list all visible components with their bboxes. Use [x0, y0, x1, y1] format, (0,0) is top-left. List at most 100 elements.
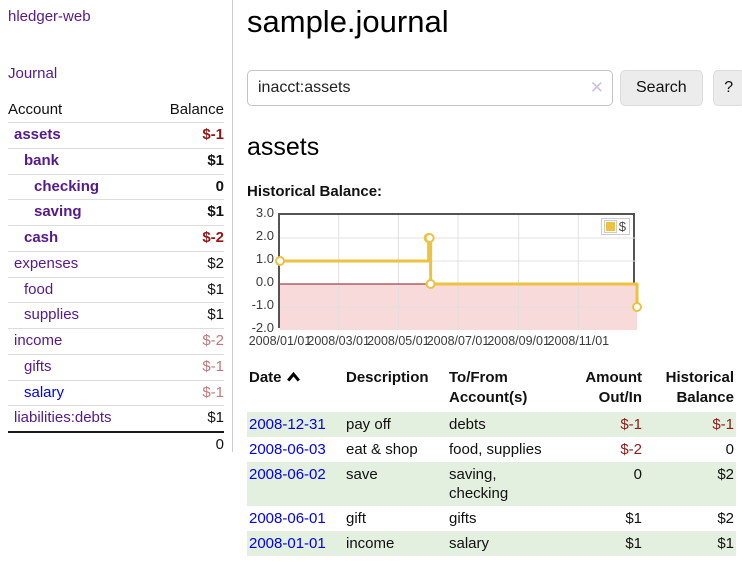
transaction-row: 2008-06-01 gift gifts $1 $2	[247, 506, 736, 531]
transaction-amount: $-1	[620, 415, 642, 433]
search-input[interactable]	[247, 70, 613, 106]
transaction-row: 2008-06-02 save saving, checking 0 $2	[247, 461, 736, 507]
register-header-date[interactable]: Date	[247, 366, 344, 412]
account-row: checking 0	[8, 173, 224, 200]
transaction-amount: $1	[625, 535, 642, 553]
transaction-balance: 0	[725, 440, 734, 458]
sort-ascending-icon	[286, 368, 300, 388]
sidebar-account-link-liabilities-debts[interactable]: liabilities:debts	[14, 409, 112, 427]
transaction-date-link[interactable]: 2008-06-02	[249, 465, 326, 483]
sidebar: hledger-web Journal Account Balance asse…	[0, 0, 233, 458]
sidebar-account-link-gifts[interactable]: gifts	[24, 357, 52, 375]
app-brand-link[interactable]: hledger-web	[8, 8, 91, 25]
transaction-tofrom-accounts: saving, checking	[449, 465, 509, 503]
sidebar-account-link-saving[interactable]: saving	[34, 203, 82, 221]
transaction-balance: $2	[717, 465, 734, 483]
legend-swatch-icon	[603, 220, 617, 233]
transaction-amount: $-2	[620, 440, 642, 458]
account-row: gifts $-1	[8, 353, 224, 380]
account-balance: $1	[149, 405, 224, 432]
account-row: food $1	[8, 276, 224, 303]
transaction-description: save	[346, 465, 378, 483]
transaction-tofrom-accounts: gifts	[449, 510, 477, 528]
historical-balance-chart: $ 3.0 2.0 1.0 0.0 -1.0 -2.0 2008/01/01 2008/03/…	[247, 205, 667, 349]
chart-legend: $	[600, 218, 630, 235]
data-point-marker	[275, 256, 285, 266]
account-row: income $-2	[8, 328, 224, 355]
x-axis-tick-label: 2008/01/01	[248, 334, 312, 348]
accounts-table: Account Balance assets $-1 bank $1 checking 0…	[8, 98, 224, 458]
y-axis-tick-label: 2.0	[255, 228, 274, 243]
transaction-date-link[interactable]: 2008-06-01	[249, 510, 326, 528]
transaction-balance: $2	[717, 510, 734, 528]
register-header-description: Description	[346, 369, 429, 386]
account-row: bank $1	[8, 147, 224, 174]
sidebar-account-link-income[interactable]: income	[14, 332, 63, 349]
account-row: assets $-1	[8, 122, 224, 149]
y-axis-tick-label: -2.0	[251, 320, 274, 335]
legend-label: $	[618, 219, 626, 234]
sidebar-account-link-bank[interactable]: bank	[24, 151, 60, 169]
search-button[interactable]: Search	[620, 70, 703, 106]
y-axis-tick-label: 0.0	[255, 274, 274, 289]
sidebar-account-link-assets[interactable]: assets	[14, 126, 61, 143]
sidebar-account-link-supplies[interactable]: supplies	[24, 306, 80, 324]
account-balance: 0	[149, 173, 224, 200]
transaction-date-link[interactable]: 2008-06-03	[249, 440, 326, 458]
accounts-total-balance: 0	[149, 431, 224, 458]
data-point-marker	[424, 233, 435, 243]
register-header-amount: Amount Out/In	[585, 369, 642, 406]
account-row: supplies $1	[8, 302, 224, 329]
sidebar-account-link-cash[interactable]: cash	[24, 229, 59, 246]
sidebar-account-link-checking[interactable]: checking	[34, 177, 100, 195]
chart-plot-area: $	[275, 213, 642, 330]
data-point-marker	[425, 279, 436, 289]
sidebar-account-link-salary[interactable]: salary	[24, 383, 65, 401]
y-axis-tick-label: -1.0	[251, 297, 274, 312]
x-axis-tick-label: 2008/05/01	[367, 334, 430, 348]
account-heading: assets	[247, 133, 320, 161]
x-axis-tick-label: 2008/07/01	[426, 334, 490, 348]
transaction-tofrom-accounts: salary	[449, 535, 490, 553]
search-form: ✕ Search ?	[247, 70, 742, 106]
transaction-description: gift	[346, 510, 367, 528]
transaction-balance: $1	[717, 535, 734, 553]
account-balance: $1	[149, 276, 224, 303]
main-content: sample.journal ✕ Search ? assets Histori…	[233, 0, 742, 582]
accounts-header-account: Account	[8, 101, 63, 118]
account-balance: $2	[149, 250, 224, 277]
nav-journal-link[interactable]: Journal	[8, 65, 58, 82]
transaction-date-link[interactable]: 2008-01-01	[249, 535, 326, 553]
transaction-row: 2008-01-01 income salary $1 $1	[247, 531, 736, 557]
x-axis-tick-label: 2008/09/01	[487, 334, 550, 348]
account-balance: $-1	[149, 122, 224, 149]
transaction-amount: $1	[625, 510, 642, 528]
account-balance: $-1	[149, 353, 224, 380]
sidebar-account-link-expenses[interactable]: expenses	[14, 254, 79, 272]
transaction-tofrom-accounts: debts	[449, 415, 486, 433]
transaction-amount: 0	[633, 465, 642, 483]
transaction-balance: $-1	[712, 415, 734, 433]
accounts-header-balance: Balance	[169, 101, 224, 118]
account-balance: $-2	[149, 328, 224, 355]
account-row: saving $1	[8, 199, 224, 226]
x-axis-tick-label: 2008/03/01	[307, 334, 370, 348]
account-balance: $-2	[149, 225, 224, 252]
help-button[interactable]: ?	[712, 70, 742, 106]
chart-title: Historical Balance:	[247, 183, 383, 200]
register-table: Date Description To/From Account(s) Amou…	[247, 366, 736, 557]
page-title: sample.journal	[247, 4, 449, 39]
account-row: cash $-2	[8, 225, 224, 252]
account-row: expenses $2	[8, 250, 224, 277]
register-header-tofrom: To/From Account(s)	[449, 369, 528, 406]
transaction-date-link[interactable]: 2008-12-31	[249, 415, 326, 433]
clear-search-icon[interactable]: ✕	[589, 78, 604, 97]
transaction-description: income	[346, 535, 395, 553]
accounts-total-label	[8, 431, 150, 458]
sidebar-account-link-food[interactable]: food	[24, 280, 54, 298]
transaction-description: pay off	[346, 415, 391, 433]
account-balance: $1	[149, 302, 224, 329]
y-axis-tick-label: 3.0	[255, 205, 274, 220]
account-row: salary $-1	[8, 379, 224, 406]
data-point-marker	[632, 302, 642, 312]
